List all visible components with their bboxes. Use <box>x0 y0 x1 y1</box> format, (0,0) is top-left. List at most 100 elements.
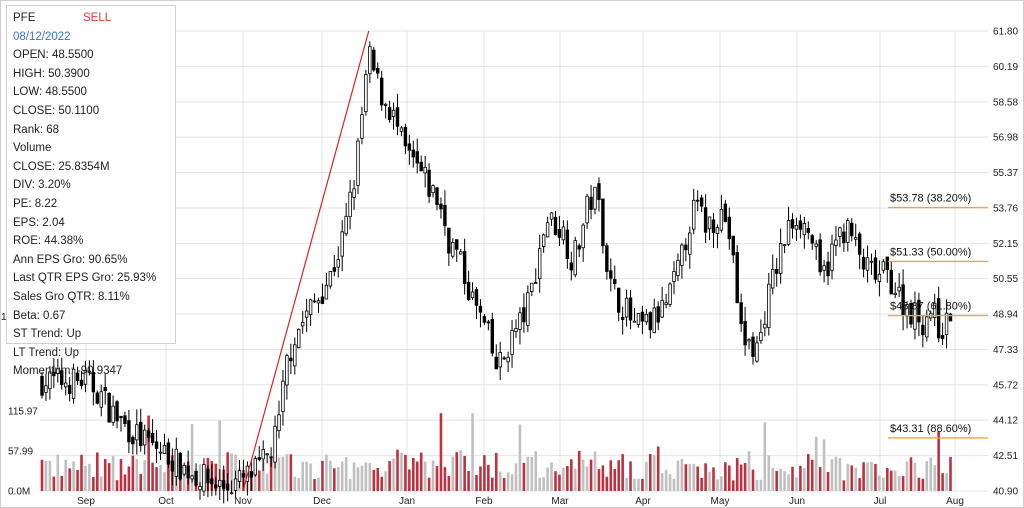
volume-bar <box>771 467 775 491</box>
candle-body <box>940 335 945 339</box>
volume-bar <box>680 458 684 491</box>
volume-bar <box>384 471 387 491</box>
candle-body <box>624 297 629 318</box>
candle-body <box>767 283 771 329</box>
volume-bar <box>467 471 470 491</box>
volume-bar <box>558 474 561 491</box>
candle-body <box>498 352 502 368</box>
volume-bar <box>866 462 869 491</box>
volume-tick-label: 57.99 <box>8 446 33 457</box>
volume-bar <box>163 472 166 491</box>
volume-bar <box>747 451 751 491</box>
candle-body <box>439 203 443 210</box>
candle-body <box>344 215 348 235</box>
candle-body <box>328 271 333 287</box>
candle-body <box>320 296 325 304</box>
volume-bar <box>830 459 834 491</box>
candle-body <box>218 479 222 487</box>
volume-bar <box>645 461 648 491</box>
candle-body <box>162 444 167 454</box>
price-tick-label: 56.98 <box>993 133 1018 144</box>
candle-body <box>925 316 929 338</box>
volume-bar <box>491 477 494 491</box>
candle-body <box>759 331 763 342</box>
candle-body <box>387 107 392 120</box>
volume-bar <box>901 476 905 491</box>
price-tick-label: 55.37 <box>993 168 1018 179</box>
volume-bar <box>886 468 889 491</box>
candle-body <box>403 127 408 147</box>
volume-bar <box>858 478 861 491</box>
volume-bar <box>127 466 131 491</box>
month-tick-label: Mar <box>551 496 569 507</box>
volume-bar <box>767 455 771 491</box>
trend-line <box>242 30 370 492</box>
volume-bar <box>147 415 150 491</box>
volume-bar <box>498 471 502 491</box>
volume-bar <box>76 469 79 491</box>
volume-bar <box>273 458 277 491</box>
candle-body <box>178 452 182 480</box>
volume-bar <box>787 474 790 491</box>
volume-bar <box>838 458 842 491</box>
candle-body <box>676 259 680 276</box>
volume-bar <box>265 473 269 491</box>
volume-bar <box>151 462 154 491</box>
volume-bar <box>743 462 747 491</box>
info-row: EPS: 2.04 <box>13 216 65 229</box>
volume-bar <box>336 467 340 491</box>
candle-body <box>861 257 866 270</box>
volume-bar <box>510 474 514 491</box>
candle-body <box>909 302 913 325</box>
volume-bar <box>301 461 304 491</box>
volume-bar <box>487 464 490 491</box>
volume-bar <box>945 473 948 491</box>
candle-body <box>707 216 712 230</box>
candle-body <box>297 328 301 349</box>
volume-bar <box>356 467 360 491</box>
candle-body <box>150 432 155 443</box>
candle-body <box>553 216 558 236</box>
volume-bar <box>281 456 285 491</box>
volume-bar <box>60 475 64 491</box>
candle-body <box>857 233 862 255</box>
candle-body <box>703 207 708 233</box>
candle-body <box>636 312 641 325</box>
candle-body <box>628 297 633 321</box>
candle-body <box>921 324 925 336</box>
candle-body <box>186 465 190 479</box>
candle-body <box>131 436 135 445</box>
candle-body <box>771 269 775 289</box>
info-row: Sales Gro QTR: 8.11% <box>13 290 130 303</box>
candle-body <box>478 305 483 313</box>
volume-bar <box>570 459 573 491</box>
volume-bar <box>562 467 565 491</box>
candle-body <box>731 235 735 256</box>
candle-body <box>490 319 494 354</box>
volume-bar <box>937 431 940 491</box>
candle-body <box>834 239 838 246</box>
volume-bar <box>870 462 873 491</box>
candle-body <box>684 244 688 251</box>
price-tick-label: 61.80 <box>993 27 1018 38</box>
volume-bar <box>633 478 636 491</box>
volume-bar <box>755 479 759 491</box>
volume-bar <box>463 456 466 491</box>
volume-bar <box>372 469 376 491</box>
volume-bar <box>807 454 810 491</box>
candle-body <box>202 464 206 492</box>
candle-body <box>482 316 487 323</box>
volume-bar <box>80 454 83 491</box>
volume-bar <box>597 469 601 491</box>
candle-body <box>814 243 818 247</box>
fib-layer: $53.78 (38.20%) $51.33 (50.00%) $48.87 (61… <box>888 193 988 439</box>
candle-body <box>194 470 198 486</box>
candle-body <box>944 312 949 336</box>
candle-body <box>696 199 700 202</box>
signal-badge: SELL <box>83 12 112 24</box>
candle-body <box>557 229 562 238</box>
volume-bar <box>88 463 91 491</box>
volume-bar <box>905 461 909 491</box>
volume-bar <box>909 457 913 491</box>
volume-bar <box>534 451 538 491</box>
